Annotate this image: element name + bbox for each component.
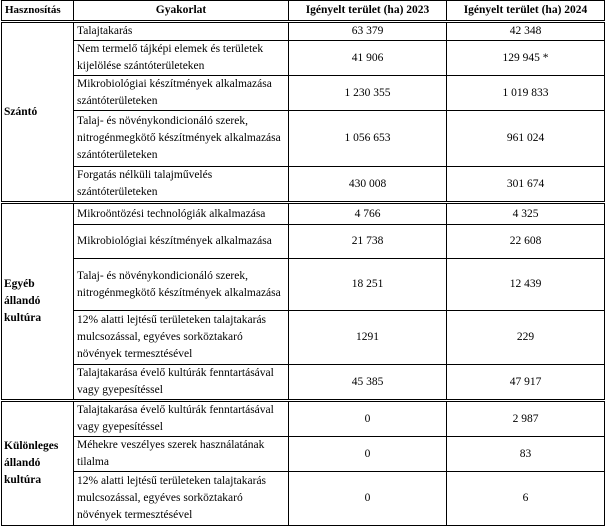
table-row: 12% alatti lejtésű területeken talajtaka… xyxy=(2,471,605,526)
table-row: Mikrobiológiai készítmények alkalmazása … xyxy=(2,75,605,111)
table-body: Szántó Talajtakarás 63 379 42 348 Nem termel… xyxy=(1,20,605,526)
column-header: Gyakorlat xyxy=(73,0,289,22)
column-header: Hasznosítás xyxy=(1,0,74,22)
area-2023: 0 xyxy=(288,436,447,472)
area-2023: 4 766 xyxy=(288,201,447,225)
table-row: Talaj- és növénykondicionáló szerek, nit… xyxy=(2,110,605,167)
area-2024: 961 024 xyxy=(446,110,605,167)
table-row: Talajtakarása évelő kultúrák fenntartásá… xyxy=(2,364,605,401)
table-row: Forgatás nélküli talajművelés szántóterü… xyxy=(2,166,605,203)
table-row: Nem termelő tájképi elemek és területek … xyxy=(2,40,605,76)
area-2024: 12 439 xyxy=(446,258,605,311)
area-2024: 83 xyxy=(446,436,605,472)
area-2023: 41 906 xyxy=(288,40,447,76)
practice: Mikrobiológiai készítmények alkalmazása … xyxy=(73,75,289,111)
area-2023: 63 379 xyxy=(288,20,447,41)
area-2023: 18 251 xyxy=(288,258,447,311)
area-2024: 42 348 xyxy=(446,20,605,41)
practice: Talajtakarás xyxy=(73,20,289,41)
area-2023: 45 385 xyxy=(288,364,447,401)
column-header: Igényelt terület (ha) 2024 xyxy=(446,0,605,22)
practice: Talaj- és növénykondicionáló szerek, nit… xyxy=(73,110,289,167)
area-2023: 0 xyxy=(288,471,447,526)
table-row: Különleges állandó kultúra Talajtakarása … xyxy=(1,399,605,526)
area-2023: 1 230 355 xyxy=(288,75,447,111)
area-2023: 1291 xyxy=(288,310,447,365)
table-row: Talaj- és növénykondicionáló szerek, nit… xyxy=(2,258,605,311)
group-label: Különleges állandó kultúra xyxy=(1,399,74,526)
area-2024: 229 xyxy=(446,310,605,365)
area-2024: 1 019 833 xyxy=(446,75,605,111)
area-2024: 47 917 xyxy=(446,364,605,401)
area-2023: 0 xyxy=(288,399,447,437)
area-2024: 4 325 xyxy=(446,201,605,225)
area-2024: 129 945 * xyxy=(446,40,605,76)
table-row: Méhekre veszélyes szerek használatának t… xyxy=(2,436,605,472)
table-row: 12% alatti lejtésű területeken talajtaka… xyxy=(2,310,605,365)
area-2024: 301 674 xyxy=(446,166,605,203)
practice: Talajtakarása évelő kultúrák fenntartásá… xyxy=(73,364,289,401)
practice: Forgatás nélküli talajművelés szántóterü… xyxy=(73,166,289,203)
area-2023: 430 008 xyxy=(288,166,447,203)
header-row: Hasznosítás Gyakorlat Igényelt terület (ha… xyxy=(1,0,605,22)
area-2024: 2 987 xyxy=(446,399,605,437)
practice: Mikrobiológiai készítmények alkalmazása xyxy=(73,224,289,259)
area-2023: 21 738 xyxy=(288,224,447,259)
practice: Méhekre veszélyes szerek használatának t… xyxy=(73,436,289,472)
table-row: Szántó Talajtakarás 63 379 42 348 xyxy=(1,20,605,203)
table-row: Mikrobiológiai készítmények alkalmazása 2… xyxy=(2,224,605,259)
practice: 12% alatti lejtésű területeken talajtaka… xyxy=(73,310,289,365)
table-row: Egyéb állandó kultúra Mikroöntözési techn… xyxy=(1,201,605,401)
practice: Nem termelő tájképi elemek és területek … xyxy=(73,40,289,76)
practice: Talaj- és növénykondicionáló szerek, nit… xyxy=(73,258,289,311)
group-label: Egyéb állandó kultúra xyxy=(1,201,74,401)
column-header: Igényelt terület (ha) 2023 xyxy=(288,0,447,22)
group-label: Szántó xyxy=(1,20,74,203)
practice: Talajtakarása évelő kultúrák fenntartásá… xyxy=(73,399,289,437)
area-2024: 6 xyxy=(446,471,605,526)
practice: 12% alatti lejtésű területeken talajtaka… xyxy=(73,471,289,526)
practice: Mikroöntözési technológiák alkalmazása xyxy=(73,201,289,225)
area-2024: 22 608 xyxy=(446,224,605,259)
area-2023: 1 056 653 xyxy=(288,110,447,167)
